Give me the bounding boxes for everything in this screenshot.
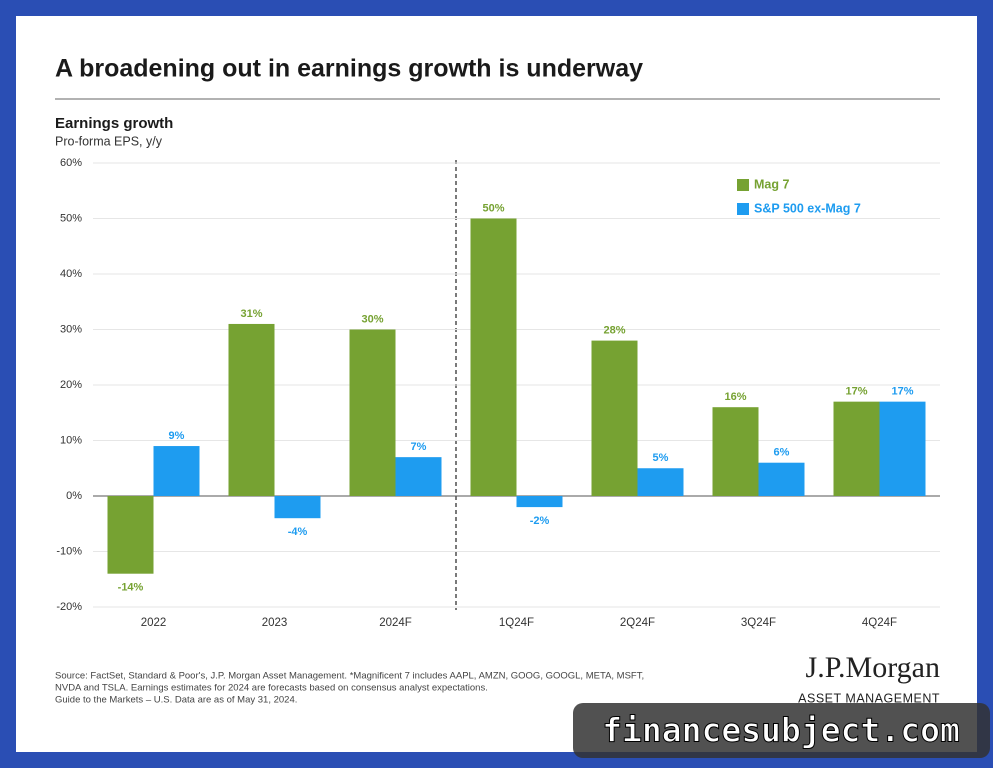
y-tick-label: 30% [60, 323, 82, 335]
data-label: 6% [774, 447, 790, 459]
data-label: 31% [240, 308, 262, 320]
logo: J.P.Morgan [806, 651, 940, 684]
data-label: 5% [653, 452, 669, 464]
x-tick-label: 2Q24F [620, 617, 655, 629]
data-label: -4% [288, 526, 308, 538]
bar [107, 496, 154, 574]
bar [274, 496, 321, 519]
x-tick-label: 2024F [379, 617, 412, 629]
bar [153, 446, 200, 496]
data-label: 30% [361, 313, 383, 325]
bar [228, 323, 275, 496]
bar [879, 401, 926, 496]
bar [591, 340, 638, 496]
legend-swatch [737, 179, 749, 191]
data-label: 16% [724, 391, 746, 403]
data-label: 28% [603, 325, 625, 337]
bar [395, 457, 442, 496]
y-tick-label: -20% [56, 601, 82, 613]
bar [637, 468, 684, 496]
data-label: 17% [845, 386, 867, 398]
logo-tagline: ASSET MANAGEMENT [798, 691, 940, 705]
bar [833, 401, 880, 496]
footnote: NVDA and TSLA. Earnings estimates for 20… [55, 683, 488, 694]
y-tick-label: 40% [60, 268, 82, 280]
footnote: Source: FactSet, Standard & Poor's, J.P.… [55, 671, 644, 682]
y-tick-label: 10% [60, 434, 82, 446]
x-tick-label: 2022 [141, 617, 167, 629]
watermark-box [573, 703, 990, 758]
x-tick-label: 3Q24F [741, 617, 776, 629]
x-tick-label: 1Q24F [499, 617, 534, 629]
bar [712, 407, 759, 496]
data-label: -2% [530, 515, 550, 527]
legend-label: Mag 7 [754, 177, 789, 191]
y-tick-label: 0% [66, 490, 82, 502]
data-label: 7% [411, 441, 427, 453]
legend-swatch [737, 203, 749, 215]
legend-label: S&P 500 ex-Mag 7 [754, 201, 861, 215]
data-label: -14% [118, 582, 144, 594]
data-label: 9% [169, 430, 185, 442]
y-tick-label: 60% [60, 157, 82, 169]
axis-label: Pro-forma EPS, y/y [55, 134, 163, 148]
subtitle: Earnings growth [55, 115, 173, 132]
y-tick-label: -10% [56, 545, 82, 557]
x-tick-label: 2023 [262, 617, 288, 629]
data-label: 17% [891, 386, 913, 398]
x-tick-label: 4Q24F [862, 617, 897, 629]
y-tick-label: 20% [60, 379, 82, 391]
bar [470, 218, 517, 496]
bar [349, 329, 396, 496]
y-tick-label: 50% [60, 212, 82, 224]
footnote: Guide to the Markets – U.S. Data are as … [55, 695, 297, 706]
bar [758, 462, 805, 496]
watermark: financesubject.com [602, 711, 960, 750]
chart-title: A broadening out in earnings growth is u… [55, 55, 643, 83]
data-label: 50% [482, 202, 504, 214]
bar [516, 496, 563, 508]
